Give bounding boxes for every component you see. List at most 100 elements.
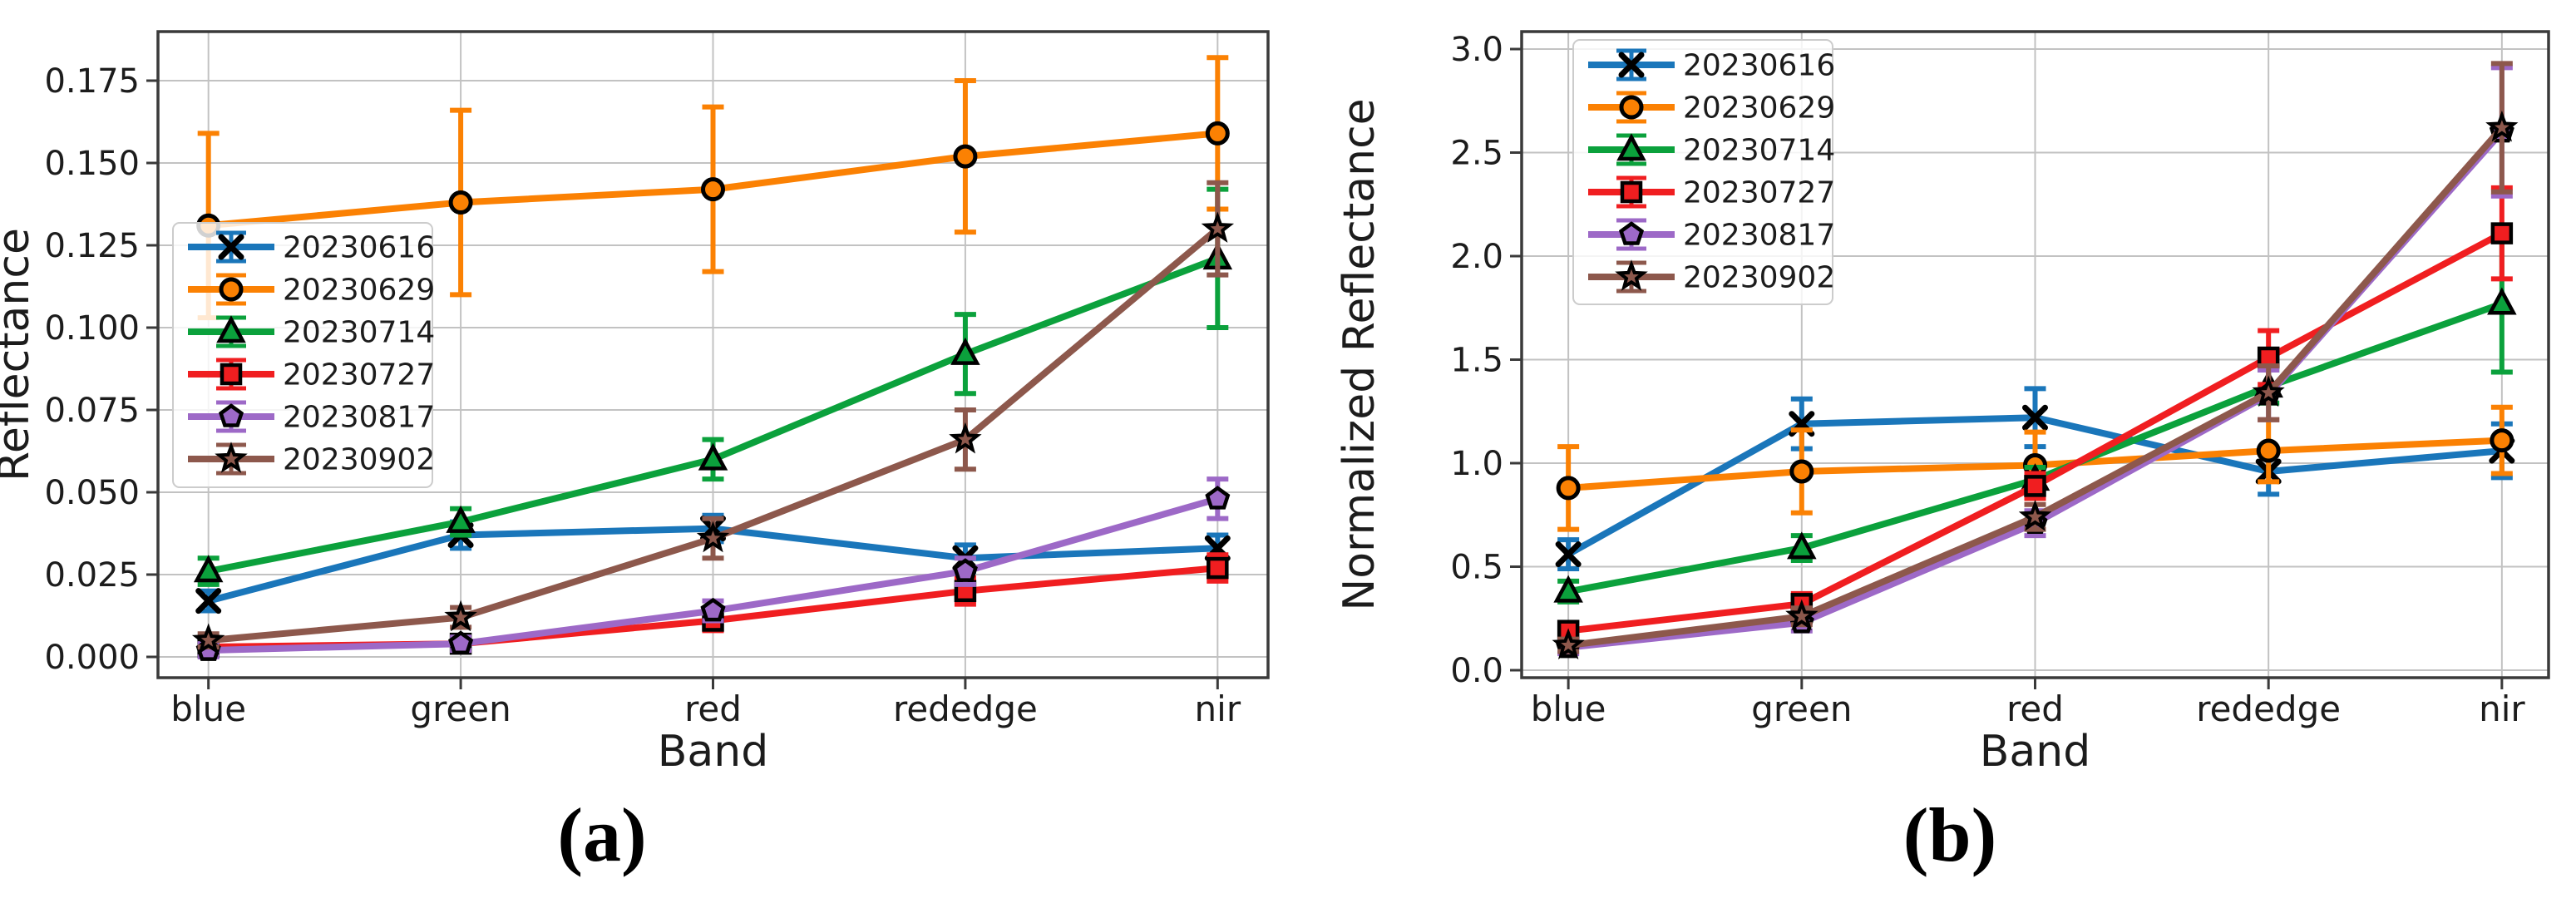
x-axis-label: Band [1980,727,2091,777]
y-tick-label: 0.000 [44,639,140,677]
square-marker-icon [2490,222,2514,244]
x-tick-label: red [2006,688,2064,729]
star-marker-icon [215,442,248,473]
x-marker-icon [218,234,244,260]
y-tick-label: 0.025 [44,556,140,595]
y-tick-label: 0.175 [44,62,140,101]
legend-label: 20230714 [283,316,435,350]
chart-b: 0.0 0.5 1.0 1.5 2.0 2.5 3.0 blue green red rededge… [1335,30,2550,777]
x-tick-label: nir [2479,688,2525,729]
y-tick-label: 2.0 [1450,238,1503,276]
pentagon-marker-icon [218,403,244,427]
star-marker-icon [2252,375,2285,407]
pentagon-marker-icon [1205,486,1231,510]
star-marker-icon [444,600,477,632]
legend: 20230616 20230629 20230714 20230727 20230817… [172,222,435,488]
circle-marker-icon [1205,121,1230,146]
y-tick-label: 0.125 [44,227,140,265]
y-tick-label: 0.050 [44,474,140,512]
triangle-marker-icon [216,315,246,343]
legend-entry: 20230714 [1588,133,1835,168]
series-20230714 [193,186,1233,587]
y-axis-label: Normalized Reflectance [1335,98,1384,610]
circle-marker-icon [2256,438,2281,463]
caption-a: (a) [557,792,647,877]
y-tick-label: 1.5 [1450,342,1503,380]
triangle-marker-icon [950,337,980,365]
circle-marker-icon [1556,476,1581,501]
legend-entry: 20230629 [1588,91,1835,126]
x-marker-icon [195,588,222,614]
legend-label: 20230902 [283,443,435,477]
triangle-marker-icon [698,442,728,471]
x-tick-label: red [684,688,742,729]
circle-marker-icon [219,277,244,302]
y-axis-label: Reflectance [0,228,39,481]
legend-entry: 20230629 [188,273,435,308]
legend-label: 20230616 [283,231,435,265]
triangle-marker-icon [1553,575,1583,603]
triangle-marker-icon [1616,133,1646,161]
pentagon-marker-icon [952,558,978,582]
y-tick-label: 1.0 [1450,445,1503,483]
legend-label: 20230902 [1683,261,1835,295]
legend-label: 20230817 [1683,219,1835,253]
y-tick-label: 0.5 [1450,549,1503,587]
legend-label: 20230817 [283,401,435,435]
y-tick-label: 2.5 [1450,135,1503,173]
star-marker-icon [949,422,982,454]
legend-entry: 20230714 [188,315,435,350]
star-marker-icon [1552,628,1585,659]
triangle-marker-icon [2487,287,2517,315]
star-marker-icon [2018,499,2052,531]
square-marker-icon [2024,475,2046,497]
axis-ticks: 0.0 0.5 1.0 1.5 2.0 2.5 3.0 blue green red rededge… [1450,31,2525,729]
chart-a: 0.000 0.025 0.050 0.075 0.100 0.125 0.150 0.175… [0,30,1270,777]
y-tick-label: 3.0 [1450,31,1503,69]
circle-marker-icon [448,190,473,215]
y-tick-label: 0.150 [44,145,140,183]
circle-marker-icon [2490,428,2514,453]
legend: 20230616 20230629 20230714 20230727 20230817… [1572,39,1835,305]
legend-entry: 20230727 [188,358,435,392]
axis-ticks: 0.000 0.025 0.050 0.075 0.100 0.125 0.150 0.175… [44,62,1241,729]
square-marker-icon [1620,180,1643,204]
x-tick-label: green [1751,688,1852,729]
legend-label: 20230714 [1683,134,1835,168]
x-marker-icon [1618,52,1645,78]
star-marker-icon [696,521,730,553]
x-axis-label: Band [658,727,769,777]
x-marker-icon [2022,404,2048,431]
legend-entry: 20230902 [188,442,435,477]
star-marker-icon [1615,259,1648,291]
star-marker-icon [2485,110,2519,142]
circle-marker-icon [701,177,725,202]
x-tick-label: green [410,688,511,729]
circle-marker-icon [1789,459,1814,484]
x-tick-label: blue [1531,688,1606,729]
square-marker-icon [220,363,243,386]
legend-entry: 20230902 [1588,259,1835,295]
legend-label: 20230616 [1683,49,1835,83]
legend-entry: 20230817 [188,400,435,435]
triangle-marker-icon [446,505,476,533]
legend-label: 20230727 [283,358,435,392]
legend-entry: 20230616 [1588,48,1835,83]
legend-label: 20230727 [1683,176,1835,210]
legend-entry: 20230727 [1588,175,1835,210]
star-marker-icon [1201,211,1235,243]
circle-marker-icon [953,144,978,169]
x-tick-label: rededge [2196,688,2341,729]
triangle-marker-icon [1787,531,1817,560]
legend-label: 20230629 [283,274,435,308]
pentagon-marker-icon [700,597,726,622]
legend-label: 20230629 [1683,91,1835,126]
x-tick-label: nir [1195,688,1241,729]
y-tick-label: 0.0 [1450,652,1503,690]
y-tick-label: 0.100 [44,309,140,348]
pentagon-marker-icon [448,630,474,654]
caption-b: (b) [1902,792,1997,877]
x-tick-label: blue [170,688,246,729]
square-marker-icon [1207,556,1229,580]
